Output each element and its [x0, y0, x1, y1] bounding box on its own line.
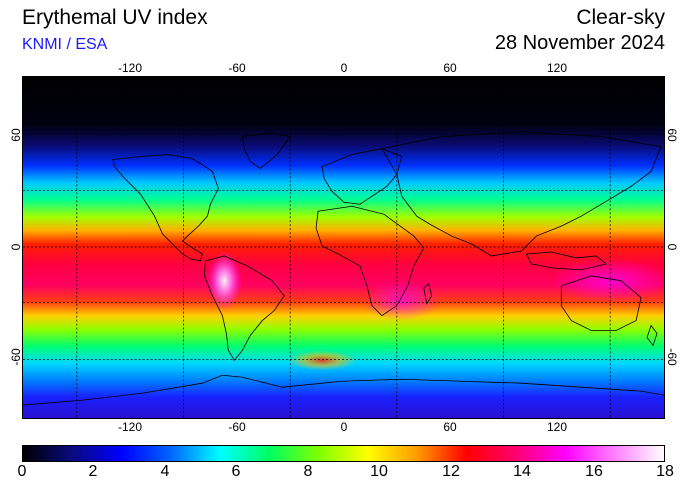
magenta-region — [361, 280, 442, 321]
coastline-north-america — [112, 154, 219, 262]
lat-label-right: 60 — [665, 128, 679, 142]
source-label: KNMI / ESA — [22, 36, 108, 53]
colorbar-tick: 16 — [585, 463, 603, 480]
coastlines — [23, 131, 664, 406]
lon-label-top: 120 — [546, 61, 568, 75]
colorbar-tick: 2 — [88, 463, 98, 480]
lat-label-right: 0 — [665, 243, 679, 251]
graticule — [23, 77, 664, 418]
coastline-antarctica — [23, 374, 664, 406]
lat-label-right: -60 — [665, 348, 679, 366]
date-label: 28 November 2024 — [494, 32, 665, 54]
lon-label-bottom: 60 — [443, 420, 457, 434]
lat-label-left: -60 — [9, 348, 23, 366]
lat-label-left: 0 — [9, 243, 23, 251]
lat-label-left: 60 — [9, 128, 23, 142]
colorbar-tick: 10 — [370, 463, 388, 480]
sky-mode-label: Clear-sky — [576, 6, 665, 29]
lon-label-bottom: -60 — [228, 420, 246, 434]
andes-hotspot — [206, 250, 243, 311]
coastline-madagascar — [423, 283, 433, 305]
lon-label-bottom: 120 — [546, 420, 568, 434]
coastline-australia — [560, 275, 642, 331]
lon-label-top: -60 — [228, 61, 246, 75]
colorbar-tick: 8 — [303, 463, 313, 480]
lon-label-bottom: -120 — [117, 420, 143, 434]
colorbar-tick: 14 — [513, 463, 531, 480]
coastline-greenland — [241, 132, 291, 169]
antarctic-high-uv — [287, 350, 357, 371]
lon-label-top: 0 — [340, 61, 348, 75]
colorbar-tick: 18 — [656, 463, 674, 480]
colorbar-tick: 0 — [17, 463, 27, 480]
coastline-asia — [381, 131, 662, 257]
coastline-indonesia — [525, 251, 608, 271]
coastline-south-america — [204, 255, 285, 362]
colorbar-tick: 6 — [231, 463, 241, 480]
lon-label-bottom: 0 — [340, 420, 348, 434]
lon-label-top: -120 — [117, 61, 143, 75]
uv-index-map — [22, 76, 665, 419]
coastline-europe — [321, 148, 403, 205]
coastline-africa — [315, 205, 425, 317]
colorbar — [22, 445, 665, 462]
colorbar-tick: 4 — [160, 463, 170, 480]
colorbar-tick: 12 — [442, 463, 460, 480]
lon-label-top: 60 — [443, 61, 457, 75]
coastline-new-zealand — [646, 324, 658, 347]
page-title: Erythemal UV index — [22, 6, 208, 29]
